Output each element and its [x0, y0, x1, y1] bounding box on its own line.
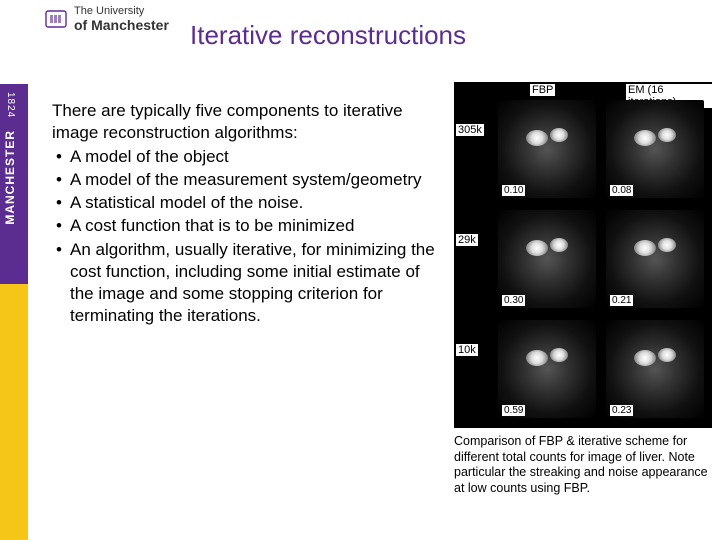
sidebar-year: 1824 — [5, 92, 16, 118]
cell-value: 0.30 — [502, 295, 525, 306]
grid-cell: 0.10 — [498, 100, 596, 198]
crest-icon — [44, 7, 68, 31]
cell-value: 0.10 — [502, 185, 525, 196]
body-content: There are typically five components to i… — [52, 100, 446, 327]
cell-value: 0.08 — [610, 185, 633, 196]
comparison-grid: FBP EM (16 iterations) 305k 29k 10k 0.10… — [454, 82, 712, 428]
slide-title: Iterative reconstructions — [190, 20, 466, 51]
figure-caption: Comparison of FBP & iterative scheme for… — [454, 434, 716, 497]
figure-panel: FBP EM (16 iterations) 305k 29k 10k 0.10… — [454, 82, 712, 497]
grid-cell: 0.30 — [498, 210, 596, 308]
list-item: A cost function that is to be minimized — [52, 215, 446, 237]
cell-value: 0.59 — [502, 405, 525, 416]
grid-cell: 0.08 — [606, 100, 704, 198]
grid-cell: 0.23 — [606, 320, 704, 418]
cell-value: 0.21 — [610, 295, 633, 306]
university-logo: The University of Manchester — [44, 6, 169, 32]
row-label: 10k — [456, 344, 478, 356]
logo-line1: The University — [74, 6, 169, 18]
list-item: A statistical model of the noise. — [52, 192, 446, 214]
grid-cell: 0.21 — [606, 210, 704, 308]
bullet-list: A model of the object A model of the mea… — [52, 146, 446, 327]
row-label: 29k — [456, 234, 478, 246]
logo-text: The University of Manchester — [74, 6, 169, 32]
list-item: A model of the object — [52, 146, 446, 168]
list-item: A model of the measurement system/geomet… — [52, 169, 446, 191]
grid-cell: 0.59 — [498, 320, 596, 418]
list-item: An algorithm, usually iterative, for min… — [52, 239, 446, 327]
row-label: 305k — [456, 124, 484, 136]
sidebar-purple-block: 1824 MANCHESTER — [0, 84, 28, 284]
sidebar-brand: MANCHESTER — [3, 130, 17, 225]
brand-sidebar: 1824 MANCHESTER — [0, 0, 40, 540]
sidebar-yellow-block — [0, 284, 28, 540]
intro-paragraph: There are typically five components to i… — [52, 100, 446, 144]
logo-line2: of Manchester — [74, 18, 169, 33]
cell-value: 0.23 — [610, 405, 633, 416]
col-label-fbp: FBP — [530, 84, 555, 96]
